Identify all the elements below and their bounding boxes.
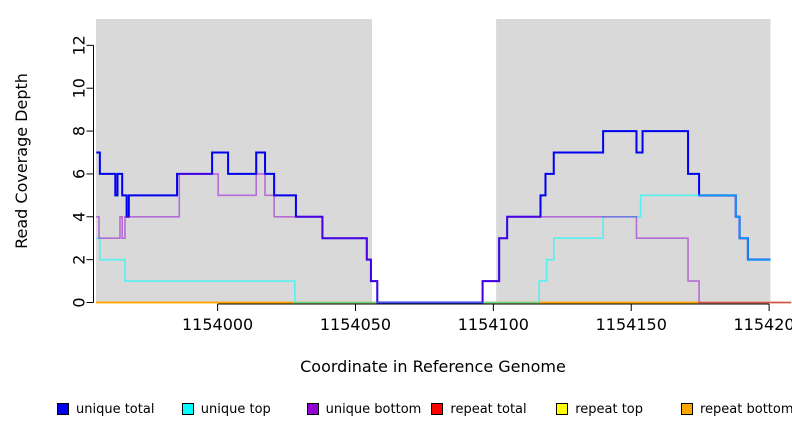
x-tick-label: 1154050 [320, 315, 391, 334]
legend-item-repeat-bottom: repeat bottom [681, 400, 792, 418]
legend-label: repeat top [575, 402, 643, 417]
legend-label: unique total [76, 402, 154, 417]
x-tick-label: 1154100 [458, 315, 529, 334]
x-tick-label: 1154200 [733, 315, 792, 334]
legend-swatch [57, 403, 69, 415]
legend-label: repeat bottom [700, 402, 792, 417]
legend-item-repeat-top: repeat top [556, 400, 643, 418]
plot-background [96, 19, 771, 303]
y-tick-label: 8 [70, 126, 89, 136]
legend-swatch [182, 403, 194, 415]
y-axis-title: Read Coverage Depth [12, 73, 31, 249]
legend-item-unique-top: unique top [182, 400, 271, 418]
x-axis-title: Coordinate in Reference Genome [300, 357, 566, 376]
gap-highlight-band [372, 19, 496, 303]
legend-label: unique top [201, 402, 271, 417]
legend-swatch [307, 403, 319, 415]
y-tick-label: 2 [70, 255, 89, 265]
y-tick-label: 4 [70, 212, 89, 222]
legend: unique total unique top unique bottom repea… [0, 400, 792, 422]
y-tick-label: 10 [70, 78, 89, 98]
y-tick-label: 0 [70, 297, 89, 307]
legend-item-unique-bottom: unique bottom [307, 400, 422, 418]
x-tick-label: 1154150 [596, 315, 667, 334]
legend-label: repeat total [450, 402, 526, 417]
legend-item-repeat-total: repeat total [431, 400, 526, 418]
legend-swatch [556, 403, 568, 415]
legend-label: unique bottom [326, 402, 422, 417]
legend-swatch [681, 403, 693, 415]
y-tick-label: 12 [70, 35, 89, 55]
legend-item-unique-total: unique total [57, 400, 154, 418]
legend-swatch [431, 403, 443, 415]
x-tick-label: 1154000 [182, 315, 253, 334]
y-tick-label: 6 [70, 169, 89, 179]
